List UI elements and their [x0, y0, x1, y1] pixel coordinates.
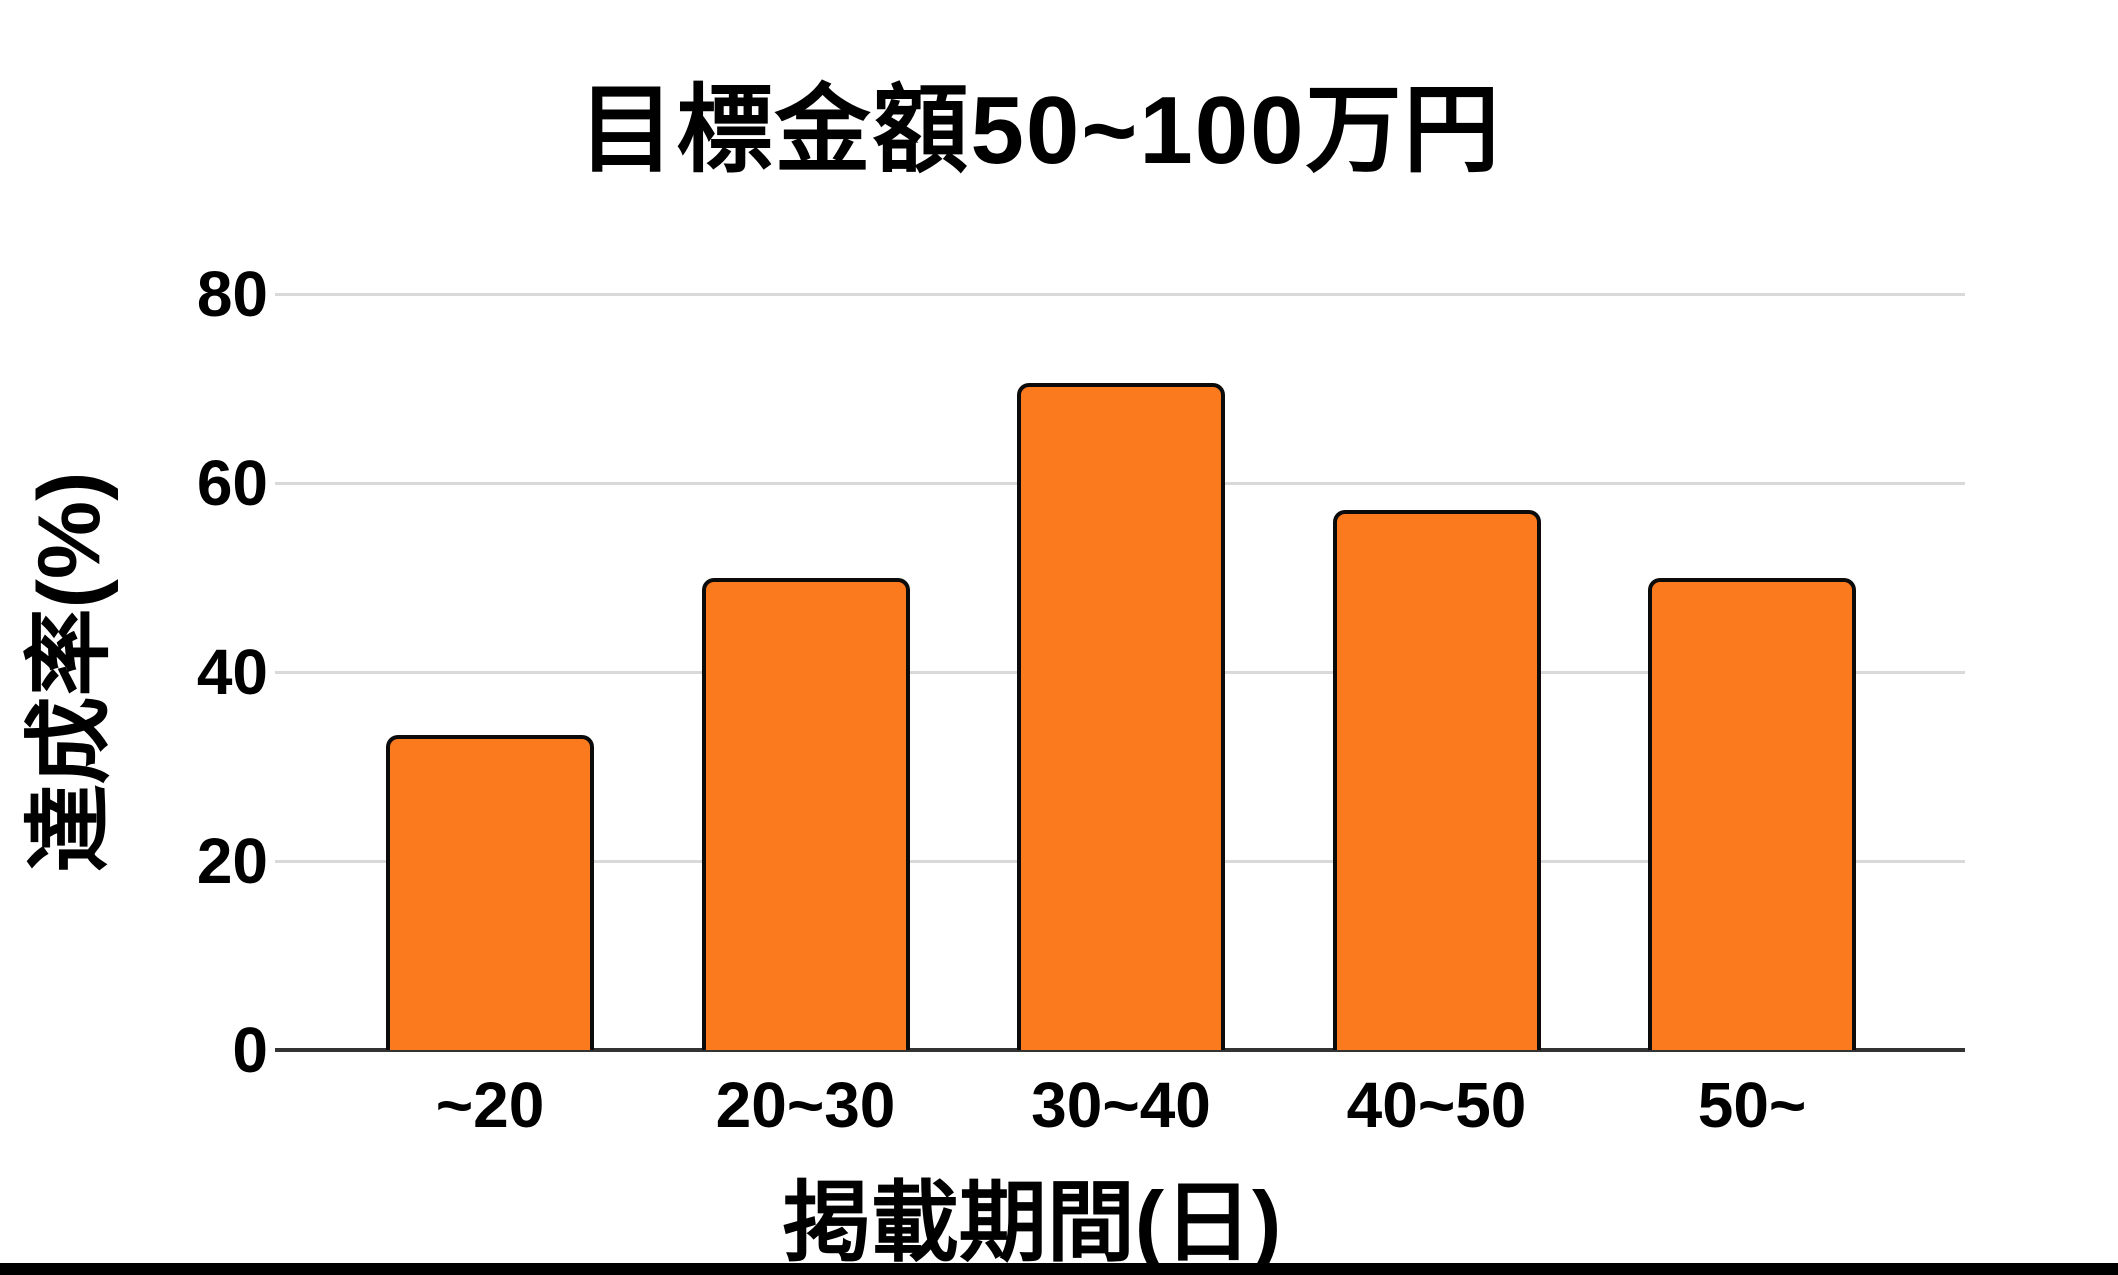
bottom-black-strip: [0, 1263, 2118, 1275]
y-tick-label-80: 80: [196, 258, 268, 330]
chart-title: 目標金額50~100万円: [578, 77, 1502, 184]
x-tick-label-40~50: 40~50: [1346, 1069, 1527, 1141]
x-tick-label-50~: 50~: [1697, 1069, 1807, 1141]
y-axis-title: 達成率(%): [19, 471, 119, 873]
y-tick-label-40: 40: [196, 636, 268, 708]
x-axis-title: 掲載期間(日): [782, 1173, 1282, 1272]
y-tick-label-20: 20: [196, 825, 268, 897]
y-tick-label-60: 60: [196, 447, 268, 519]
bar-~20: [386, 735, 594, 1050]
x-axis-line: [275, 1048, 1965, 1052]
x-tick-label-30~40: 30~40: [1031, 1069, 1211, 1141]
bar-30~40: [1017, 382, 1225, 1050]
gridline-80: [275, 293, 1965, 296]
x-tick-label-20~30: 20~30: [715, 1069, 896, 1141]
bar-50~: [1648, 577, 1856, 1050]
y-tick-label-0: 0: [232, 1014, 268, 1086]
x-tick-label-~20: ~20: [435, 1069, 545, 1141]
bar-20~30: [701, 577, 910, 1050]
bar-40~50: [1332, 510, 1541, 1050]
